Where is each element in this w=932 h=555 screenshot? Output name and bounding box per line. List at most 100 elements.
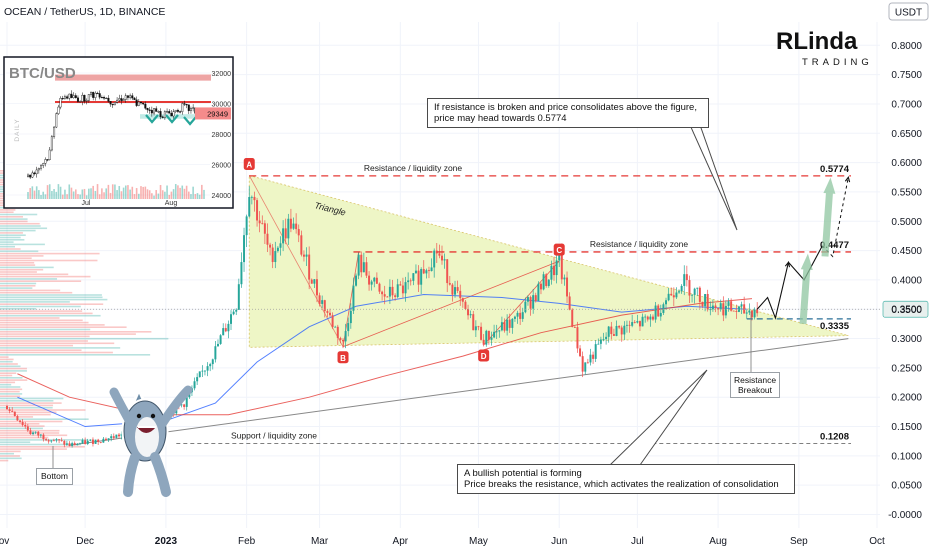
volume-profile-bar bbox=[0, 337, 169, 340]
candle-body bbox=[321, 300, 324, 304]
candle-body bbox=[461, 298, 464, 302]
btc-volume-bar bbox=[172, 189, 175, 199]
btc-volume-bar bbox=[153, 195, 155, 199]
volume-profile-bar bbox=[0, 404, 54, 407]
candle-body bbox=[732, 310, 735, 312]
btc-candle-body bbox=[168, 111, 171, 114]
candle-body bbox=[414, 270, 417, 274]
candle-body bbox=[451, 284, 454, 295]
candle-body bbox=[704, 293, 707, 307]
btc-title: BTC/USD bbox=[9, 65, 76, 82]
candle-body bbox=[474, 326, 477, 331]
bottom-label: Bottom bbox=[36, 468, 73, 485]
triangle-pattern bbox=[248, 174, 849, 348]
candle-body bbox=[696, 287, 699, 289]
candle-body bbox=[404, 282, 407, 294]
candle-body bbox=[243, 235, 246, 263]
volume-profile-bar bbox=[0, 252, 100, 255]
btc-candle-body bbox=[113, 102, 116, 106]
candle-body bbox=[550, 265, 553, 280]
x-axis: ov Dec 2023 Feb Mar Apr May Jun Jul Aug Sep Oct bbox=[0, 536, 885, 547]
btc-inset-chart: 32000 30000 28000 26000 24000 29349 BTC/USD DAI… bbox=[3, 56, 234, 209]
volume-profile-bar bbox=[0, 420, 63, 423]
volume-profile-bar bbox=[0, 427, 43, 430]
candle-body bbox=[240, 262, 243, 285]
candle-body bbox=[748, 310, 751, 313]
y-tick-label: 0.2500 bbox=[891, 363, 922, 374]
candle-body bbox=[665, 300, 668, 305]
triangle-layer: Triangle bbox=[69, 174, 849, 446]
candle-body bbox=[102, 438, 105, 443]
btc-candle-body bbox=[139, 101, 142, 104]
volume-profile-bar bbox=[0, 257, 32, 259]
candle-body bbox=[292, 223, 295, 229]
x-tick-label: Jul bbox=[631, 536, 644, 547]
x-tick-label: Jun bbox=[551, 536, 567, 547]
candle-body bbox=[524, 301, 527, 313]
candle-body bbox=[396, 284, 399, 297]
volume-profile-bar bbox=[0, 381, 16, 384]
btc-check-icon bbox=[165, 114, 179, 124]
candle-body bbox=[94, 439, 97, 444]
btc-candle-body bbox=[124, 95, 127, 100]
btc-volume-bar bbox=[94, 190, 97, 199]
btc-volume-bar bbox=[90, 188, 92, 199]
candle-body bbox=[373, 277, 376, 282]
target-arrow-1 bbox=[799, 253, 813, 325]
volume-profile-bar bbox=[0, 294, 102, 296]
pattern-leg-bc bbox=[342, 260, 560, 348]
candle-body bbox=[667, 293, 670, 301]
target-path bbox=[821, 177, 849, 258]
volume-profile-bar bbox=[0, 455, 20, 457]
btc-price-badge bbox=[195, 107, 231, 120]
candle-body bbox=[651, 316, 654, 320]
candle-body bbox=[513, 316, 516, 319]
volume-profile-bar bbox=[0, 213, 38, 216]
volume-profile-bar bbox=[0, 448, 67, 450]
candle-body bbox=[360, 254, 363, 273]
candle-body bbox=[248, 197, 251, 217]
volume-profile-bar bbox=[0, 457, 22, 460]
btc-candle-body bbox=[46, 159, 49, 161]
volume-profile-bar bbox=[0, 312, 93, 315]
btc-candle-body bbox=[94, 92, 97, 98]
candle-body bbox=[313, 279, 316, 284]
btc-candle-body bbox=[185, 104, 188, 106]
btc-volume-bar bbox=[38, 190, 40, 199]
volume-profile-bar bbox=[0, 273, 69, 276]
btc-candle-body bbox=[27, 174, 30, 177]
candle-body bbox=[81, 440, 84, 444]
candle-body bbox=[631, 322, 634, 326]
volume-profile-bar bbox=[0, 452, 14, 455]
volume-profile-bar bbox=[0, 397, 64, 400]
candle-body bbox=[42, 434, 45, 440]
btc-volume-bar bbox=[129, 189, 131, 199]
candle-body bbox=[435, 250, 438, 254]
volume-profile-bar bbox=[0, 227, 48, 230]
callout-lower-pointer bbox=[609, 369, 708, 466]
price-candles bbox=[6, 186, 759, 448]
candle-body bbox=[597, 343, 600, 345]
candle-body bbox=[727, 301, 730, 306]
btc-candle-body bbox=[29, 174, 32, 178]
candle-body bbox=[339, 338, 342, 340]
candle-body bbox=[422, 269, 425, 274]
currency-badge-box[interactable] bbox=[888, 2, 929, 21]
candle-body bbox=[11, 410, 14, 412]
pattern-point-label: B bbox=[340, 354, 346, 363]
x-tick-label: Oct bbox=[869, 536, 885, 547]
volume-profile-bar bbox=[0, 232, 23, 234]
y-tick-label: 0.5500 bbox=[891, 187, 922, 198]
btc-candle-body bbox=[179, 111, 182, 113]
candle-body bbox=[211, 359, 214, 365]
candle-body bbox=[300, 235, 303, 255]
candle-body bbox=[495, 331, 498, 333]
candle-body bbox=[438, 253, 441, 256]
volume-profile-bar bbox=[0, 225, 41, 227]
volume-profile-bar bbox=[0, 319, 83, 322]
btc-volume-bar bbox=[48, 184, 51, 199]
candle-body bbox=[623, 325, 626, 335]
candle-body bbox=[183, 404, 186, 407]
